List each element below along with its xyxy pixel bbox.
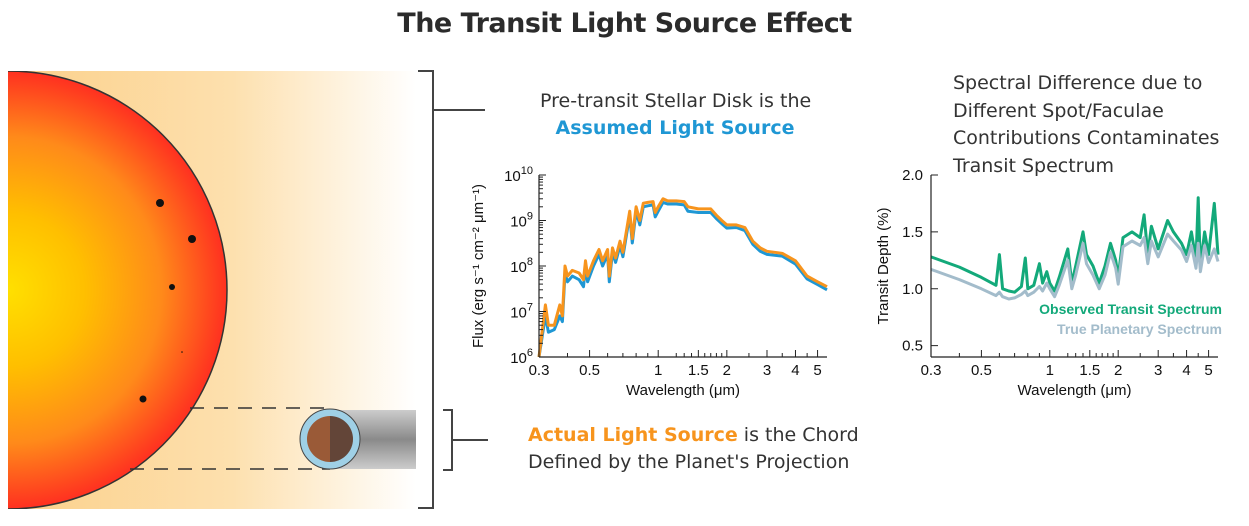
series-line-0	[930, 196, 1220, 294]
x-tick-label: 0.3	[921, 362, 942, 379]
chart-0: 0.3 0.5 1 1.5 2 3 4 5 106 107 108 109 1010 Wavelength…	[470, 165, 828, 399]
starspot	[139, 395, 147, 403]
x-tick-label: 0.3	[529, 362, 550, 379]
caption-line: Spectral Difference due to	[953, 72, 1203, 94]
y-tick-label: 1.0	[902, 281, 923, 298]
actual-source-caption: Actual Light Source is the Chord Defined…	[528, 422, 859, 476]
x-axis-label: Wavelength (μm)	[1018, 382, 1132, 399]
x-tick-label: 2	[723, 362, 731, 379]
x-tick-label: 2	[1114, 362, 1122, 379]
stellar-disk-bracket	[418, 70, 434, 509]
y-axis-label: Flux (erg s⁻¹ cm⁻² μm⁻¹)	[470, 184, 487, 348]
caption-line: Pre-transit Stellar Disk is the	[540, 90, 812, 112]
legend-entry: Observed Transit Spectrum	[1039, 301, 1222, 317]
assumed-light-source-label: Assumed Light Source	[555, 117, 795, 139]
starspot	[181, 351, 183, 353]
x-tick-label: 1.5	[1079, 362, 1100, 379]
chord-dashed-lines	[130, 407, 330, 470]
x-tick-label: 1.5	[688, 362, 709, 379]
spectral-difference-caption: Spectral Difference due to Different Spo…	[953, 70, 1219, 180]
star-illustration	[8, 70, 488, 509]
starspot	[169, 284, 175, 290]
series-line-1	[537, 197, 828, 358]
figure-title: The Transit Light Source Effect	[397, 8, 852, 39]
y-axis-label: Transit Depth (%)	[875, 208, 892, 325]
y-tick-label: 107	[510, 302, 533, 322]
series-line-1	[930, 232, 1220, 301]
assumed-source-caption: Pre-transit Stellar Disk is the Assumed …	[540, 88, 812, 142]
brackets	[418, 70, 488, 509]
y-tick-label: 109	[510, 211, 533, 231]
x-tick-label: 4	[1182, 362, 1190, 379]
y-tick-label: 1010	[504, 165, 533, 185]
caption-line: Different Spot/Faculae	[953, 99, 1164, 122]
x-tick-label: 5	[813, 362, 821, 379]
x-axis-label: Wavelength (μm)	[626, 382, 740, 399]
caption-line: Defined by the Planet's Projection	[528, 451, 850, 473]
caption-line: Contributions Contaminates	[953, 127, 1220, 149]
y-tick-label: 0.5	[902, 338, 923, 355]
starspot	[188, 235, 196, 243]
y-tick-label: 108	[510, 256, 533, 276]
x-tick-label: 3	[763, 362, 771, 379]
x-tick-label: 1	[1046, 362, 1054, 379]
x-tick-label: 3	[1154, 362, 1162, 379]
planet-dayside	[307, 416, 330, 462]
actual-light-source-label: Actual Light Source	[528, 424, 738, 446]
x-tick-label: 0.5	[971, 362, 992, 379]
y-tick-label: 1.5	[902, 224, 923, 241]
x-tick-label: 5	[1204, 362, 1212, 379]
x-tick-label: 4	[791, 362, 799, 379]
series-line-0	[537, 200, 828, 358]
y-tick-label: 106	[510, 347, 533, 367]
caption-text: is the Chord	[737, 424, 859, 446]
planet-nightside	[330, 416, 353, 462]
chart-1: 0.3 0.5 1 1.5 2 3 4 5 0.5 1.0 1.5 2.0 Wavelength (μm…	[875, 167, 1222, 399]
y-tick-label: 2.0	[902, 167, 923, 184]
x-tick-label: 1	[654, 362, 662, 379]
starspots	[139, 199, 196, 403]
legend-entry: True Planetary Spectrum	[1057, 321, 1222, 337]
x-tick-label: 0.5	[579, 362, 600, 379]
starspot	[156, 199, 164, 207]
star-disk	[8, 71, 228, 509]
caption-line: Transit Spectrum	[953, 154, 1115, 177]
